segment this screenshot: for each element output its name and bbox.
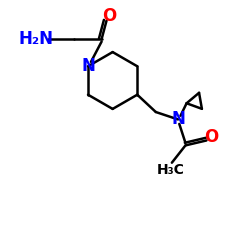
Text: O: O [204,128,218,146]
Text: O: O [102,6,116,25]
Text: H₂N: H₂N [18,30,54,48]
Text: H₃C: H₃C [157,162,184,176]
Text: N: N [81,57,95,75]
Text: N: N [171,110,185,128]
